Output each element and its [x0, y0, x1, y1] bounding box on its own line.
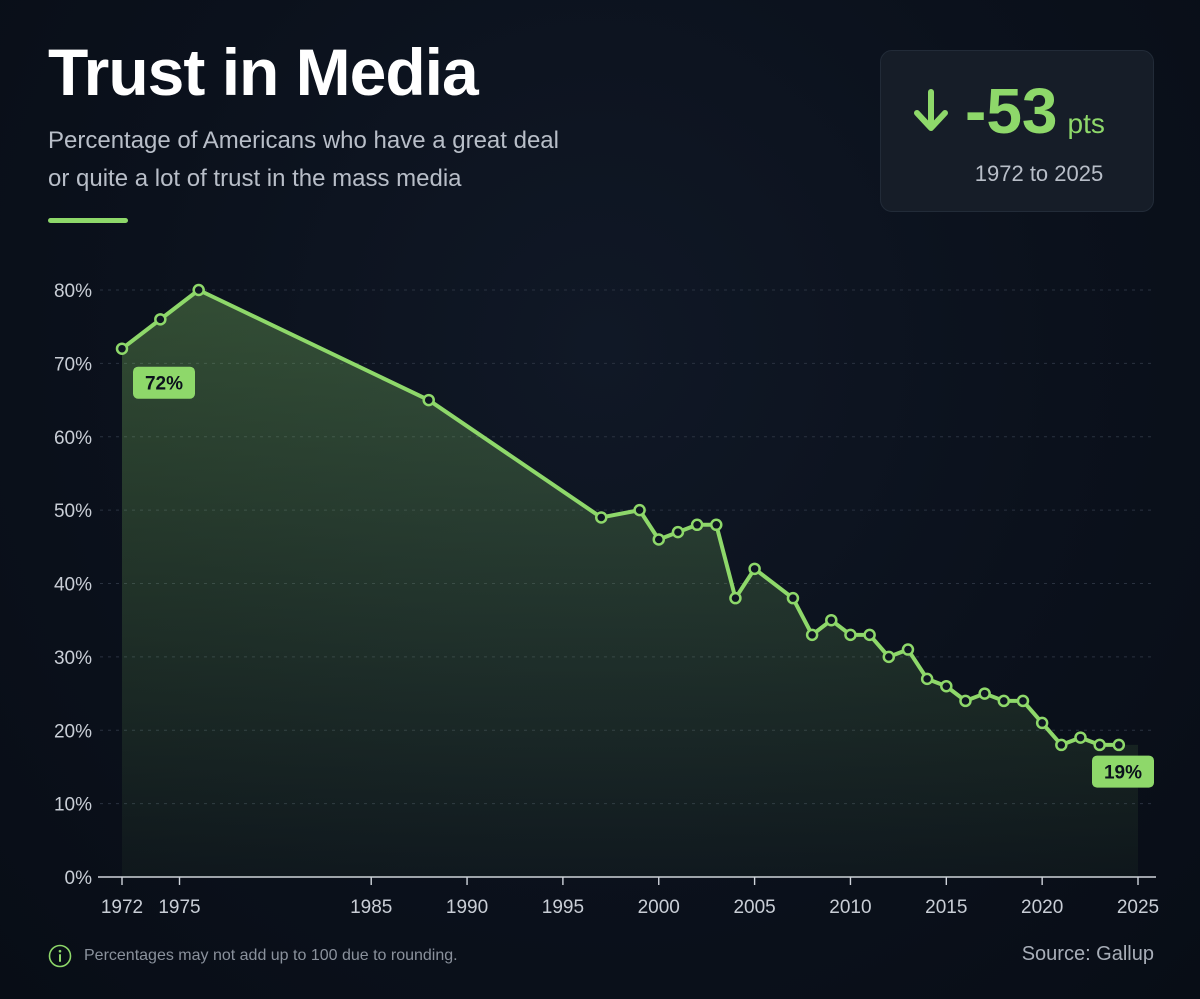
data-point — [690, 518, 704, 532]
x-tick-label: 2000 — [638, 897, 680, 918]
data-point — [920, 672, 934, 686]
data-point — [844, 628, 857, 642]
subtitle-line-2: or quite a lot of trust in the mass medi… — [48, 165, 462, 192]
data-point — [978, 687, 991, 700]
x-tick-label: 1990 — [446, 897, 488, 918]
data-point — [997, 694, 1011, 708]
annotation-label: 19% — [1104, 763, 1142, 784]
data-point — [192, 283, 205, 297]
series-area — [122, 290, 1138, 877]
footnote-text: Percentages may not add up to 100 due to… — [84, 947, 458, 964]
subtitle-line-1: Percentage of Americans who have a great… — [48, 127, 559, 154]
data-point — [825, 613, 838, 627]
data-point — [1112, 738, 1126, 752]
data-point — [671, 525, 685, 539]
data-point — [786, 591, 800, 605]
data-point — [1016, 694, 1030, 708]
source-credit: Source: Gallup — [1021, 943, 1154, 965]
data-point — [882, 650, 896, 664]
footnote: Percentages may not add up to 100 due to… — [48, 944, 458, 968]
change-stat-card: -53 pts 1972 to 2025 — [880, 50, 1154, 212]
x-tick-label: 2020 — [1021, 897, 1063, 918]
y-tick-label: 60% — [54, 428, 92, 449]
data-point — [1035, 716, 1049, 730]
annotation-badge — [133, 366, 195, 399]
info-icon — [48, 944, 72, 968]
y-tick-label: 0% — [65, 868, 93, 889]
x-tick-label: 2015 — [925, 897, 967, 918]
x-tick-label: 1972 — [101, 897, 143, 918]
stat-row: -53 pts — [911, 79, 1105, 143]
data-point — [863, 628, 876, 642]
stat-unit: pts — [1067, 108, 1105, 139]
data-point — [652, 533, 666, 546]
data-point — [594, 511, 608, 524]
x-tick-label: 2005 — [733, 897, 775, 918]
x-tick-label: 2010 — [829, 897, 871, 918]
x-tick-label: 2025 — [1117, 897, 1159, 918]
data-point — [729, 591, 742, 605]
data-point — [1074, 731, 1087, 744]
y-tick-label: 30% — [54, 648, 92, 669]
accent-rule — [48, 218, 128, 223]
x-tick-label: 1985 — [350, 897, 392, 918]
data-point — [154, 313, 167, 326]
data-point — [1093, 738, 1106, 752]
data-point — [422, 393, 435, 407]
x-tick-label: 1995 — [542, 897, 584, 918]
data-point — [901, 643, 915, 656]
y-tick-label: 40% — [54, 575, 92, 596]
data-point — [710, 518, 723, 532]
data-point — [748, 562, 761, 576]
annotation-label: 72% — [145, 374, 183, 395]
data-point — [115, 342, 129, 355]
chart-subtitle: Percentage of Americans who have a great… — [48, 122, 648, 198]
y-tick-label: 70% — [54, 354, 92, 375]
data-point — [633, 503, 646, 517]
data-point — [940, 679, 953, 693]
y-tick-label: 10% — [54, 795, 92, 816]
annotation-badge — [1092, 755, 1154, 788]
data-point — [1055, 738, 1068, 752]
data-point — [959, 694, 972, 708]
data-point — [805, 628, 819, 642]
arrow-down-icon — [914, 89, 948, 131]
chart-title: Trust in Media — [48, 35, 479, 109]
stat-period: 1972 to 2025 — [974, 161, 1104, 186]
stat-value: -53 — [965, 75, 1058, 147]
x-tick-label: 1975 — [158, 897, 200, 918]
y-tick-label: 50% — [54, 501, 92, 522]
y-tick-label: 80% — [54, 281, 92, 302]
y-tick-label: 20% — [54, 721, 92, 742]
